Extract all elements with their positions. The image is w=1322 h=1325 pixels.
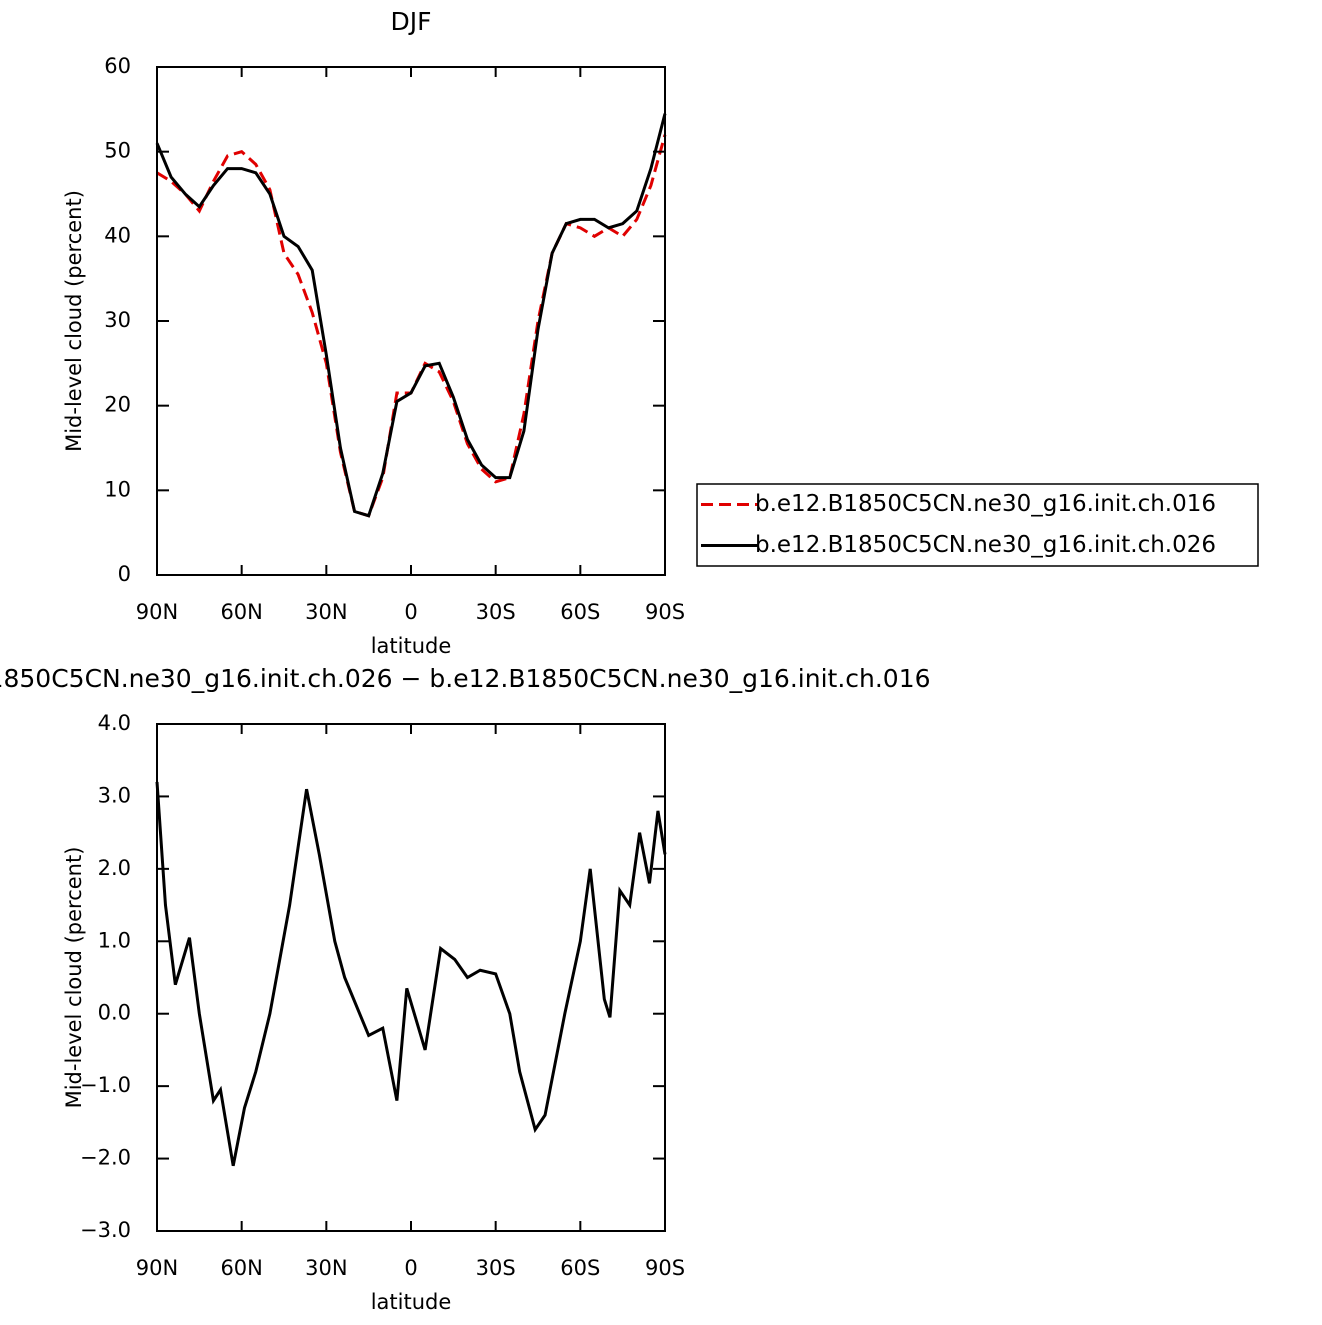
data-line [156, 134, 667, 518]
y-tick-label: 10 [104, 477, 131, 501]
x-tick-label: 30S [476, 600, 516, 624]
y-axis-label: Mid-level cloud (percent) [62, 847, 86, 1109]
y-tick-label: 60 [104, 54, 131, 78]
x-tick-label: 60N [220, 600, 262, 624]
y-tick-label: 2.0 [98, 856, 131, 880]
x-tick-label: 60S [560, 600, 600, 624]
x-tick-label: 90N [136, 1256, 178, 1280]
x-tick-label: 0 [404, 1256, 417, 1280]
y-tick-label: 0 [118, 562, 131, 586]
y-tick-label: −1.0 [80, 1073, 131, 1097]
x-axis-label: latitude [371, 634, 452, 658]
x-tick-label: 30S [476, 1256, 516, 1280]
x-tick-label: 90N [136, 600, 178, 624]
legend-label: b.e12.B1850C5CN.ne30_g16.init.ch.016 [755, 491, 1216, 517]
x-tick-label: 90S [645, 1256, 685, 1280]
y-tick-label: −3.0 [80, 1218, 131, 1242]
data-line [155, 781, 667, 1167]
y-tick-label: 30 [104, 308, 131, 332]
x-tick-label: 60N [220, 1256, 262, 1280]
y-tick-label: −2.0 [80, 1146, 131, 1170]
legend-label: b.e12.B1850C5CN.ne30_g16.init.ch.026 [755, 532, 1216, 558]
plot-frame [156, 66, 666, 576]
y-axis-label: Mid-level cloud (percent) [62, 190, 86, 452]
x-tick-label: 0 [404, 600, 417, 624]
x-tick-label: 90S [645, 600, 685, 624]
data-line [155, 113, 667, 518]
x-tick-label: 30N [305, 600, 347, 624]
y-tick-label: 40 [104, 223, 131, 247]
y-tick-label: 0.0 [98, 1001, 131, 1025]
x-tick-label: 60S [560, 1256, 600, 1280]
x-tick-label: 30N [305, 1256, 347, 1280]
legend-box [696, 483, 1259, 567]
y-tick-label: 1.0 [98, 928, 131, 952]
y-tick-label: 20 [104, 393, 131, 417]
y-tick-label: 4.0 [98, 711, 131, 735]
x-axis-label: latitude [371, 1290, 452, 1314]
y-tick-label: 3.0 [98, 783, 131, 807]
y-tick-label: 50 [104, 139, 131, 163]
chart-title: DJF [390, 7, 431, 36]
chart-title: b.e12.B1850C5CN.ne30_g16.init.ch.026 − b… [0, 664, 931, 693]
plot-frame [156, 723, 666, 1232]
